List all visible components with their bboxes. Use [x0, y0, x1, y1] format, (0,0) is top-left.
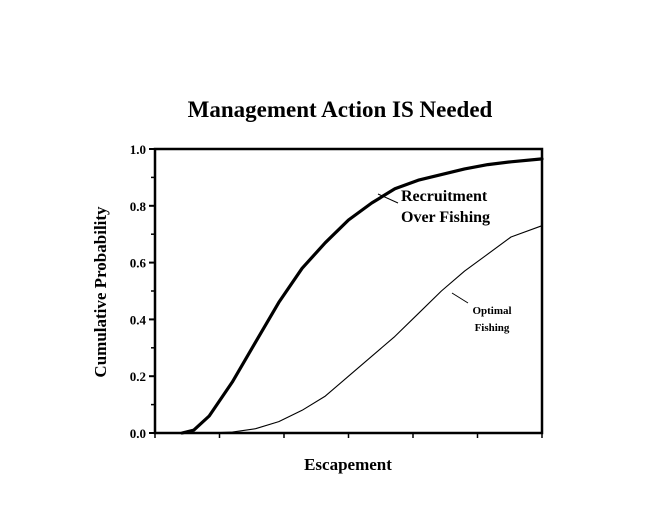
chart-title: Management Action IS Needed: [188, 97, 493, 122]
annotation-leader-optimal: [451, 292, 469, 304]
series-line-recruitment-overfishing: [180, 157, 544, 435]
annotation-label-recruitment: Recruitment: [401, 188, 488, 205]
x-axis-label: Escapement: [304, 455, 392, 474]
y-tick-label: 0.6: [130, 256, 147, 271]
annotation-leader-recruitment: [377, 193, 399, 204]
y-tick-label: 0.8: [130, 199, 147, 214]
y-tick-label: 0.2: [130, 369, 146, 384]
y-tick-label: 0.4: [130, 312, 147, 327]
annotation-label-optimal: Fishing: [475, 322, 510, 334]
series-line-optimal-fishing: [181, 225, 543, 434]
plot-area: 0.0 0.2 0.4 0.6 0.8 1.0 Recruitment Over Fishin…: [130, 142, 544, 441]
annotation-label-optimal: Optimal: [472, 305, 511, 317]
y-axis-label: Cumulative Probability: [91, 206, 110, 378]
y-tick-label: 1.0: [130, 142, 146, 157]
y-tick-label: 0.0: [130, 426, 146, 441]
annotation-label-recruitment: Over Fishing: [401, 209, 490, 226]
